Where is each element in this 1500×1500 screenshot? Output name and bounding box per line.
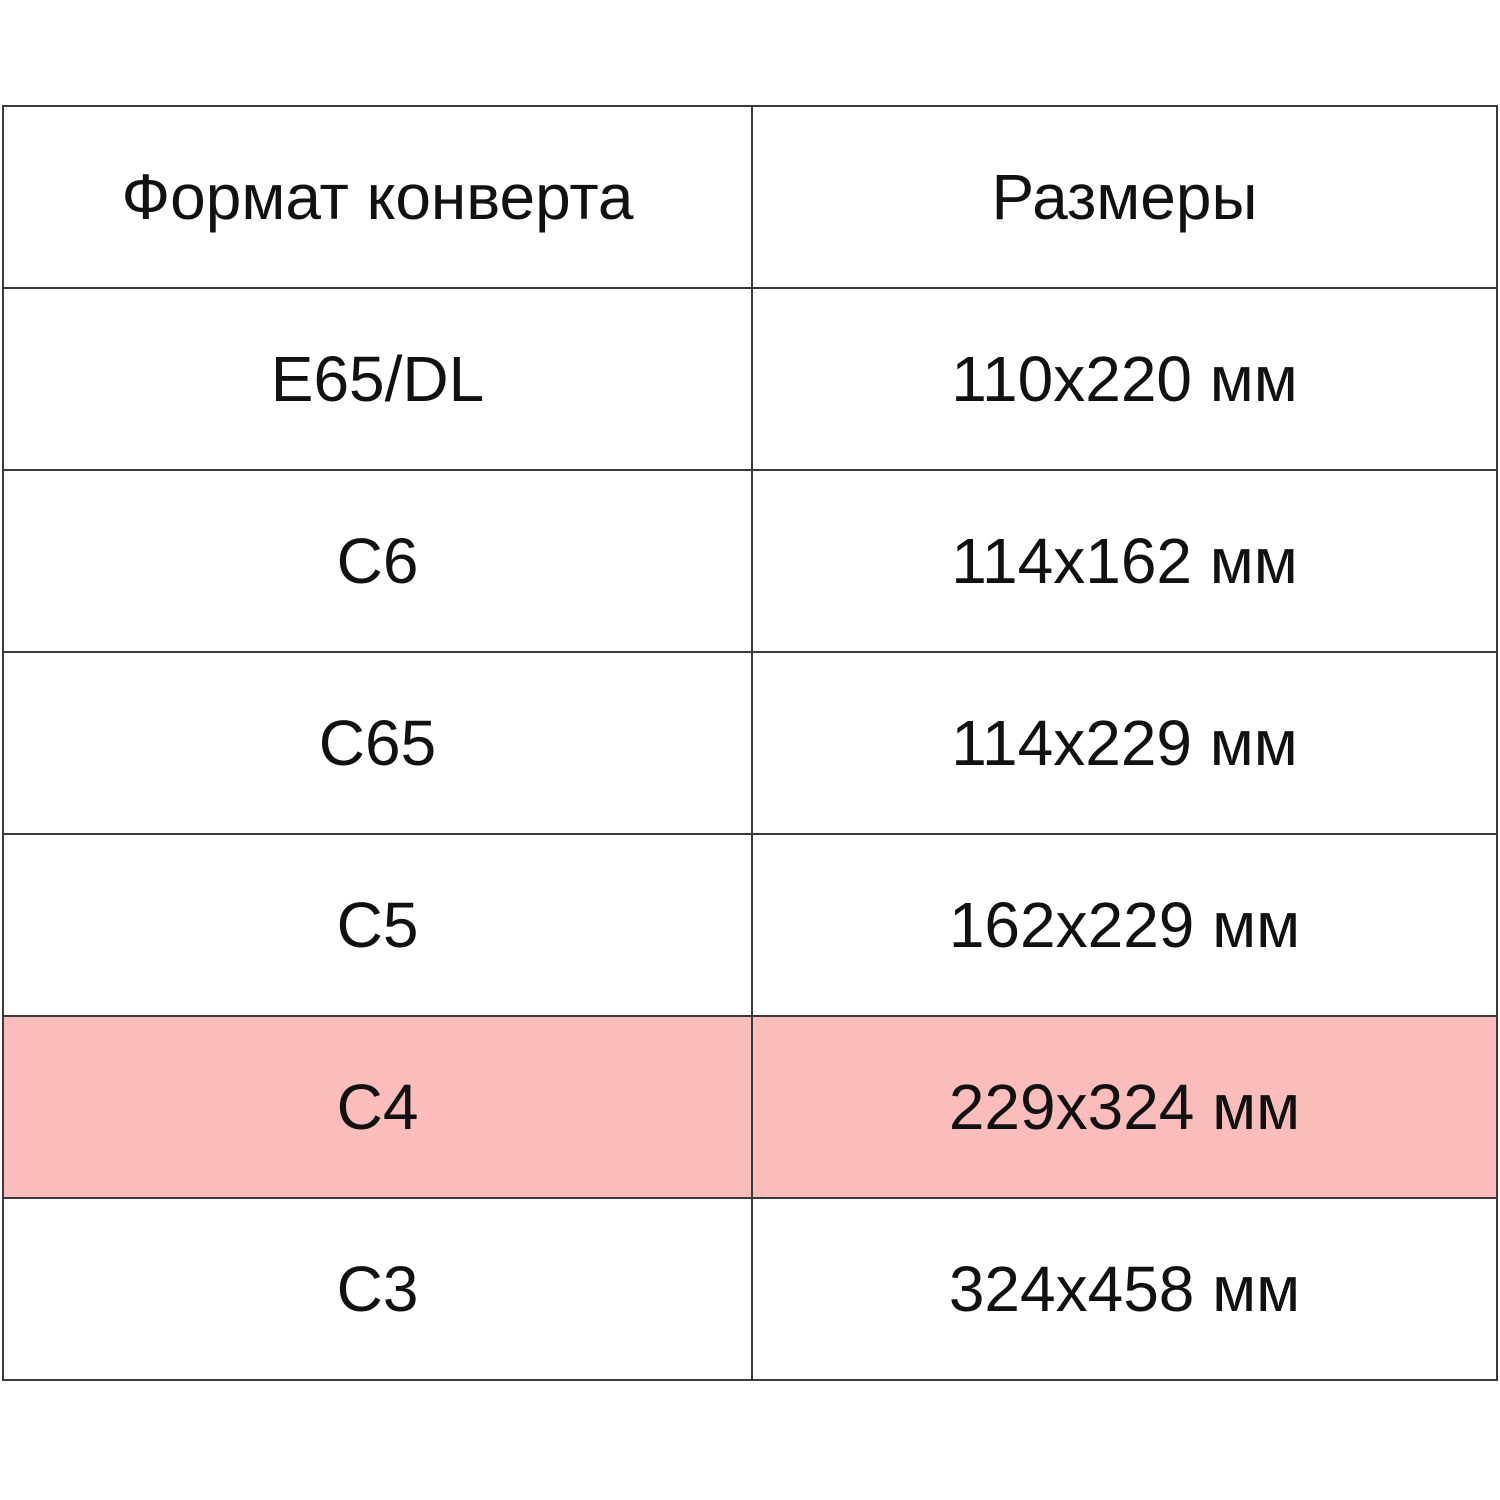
cell-size: 324x458 мм xyxy=(751,1197,1498,1381)
table-row: C6 114x162 мм xyxy=(2,469,1498,653)
table-row: C65 114x229 мм xyxy=(2,651,1498,835)
cell-size: 110x220 мм xyxy=(751,287,1498,471)
header-size: Размеры xyxy=(751,105,1498,289)
envelope-format-table: Формат конверта Размеры E65/DL 110x220 мм… xyxy=(2,105,1498,1381)
cell-size: 114x162 мм xyxy=(751,469,1498,653)
table-header-row: Формат конверта Размеры xyxy=(2,105,1498,289)
header-format: Формат конверта xyxy=(2,105,753,289)
cell-format: C3 xyxy=(2,1197,753,1381)
cell-size: 114x229 мм xyxy=(751,651,1498,835)
cell-size: 162x229 мм xyxy=(751,833,1498,1017)
cell-format: C6 xyxy=(2,469,753,653)
cell-format: E65/DL xyxy=(2,287,753,471)
table-row: E65/DL 110x220 мм xyxy=(2,287,1498,471)
cell-format: C65 xyxy=(2,651,753,835)
cell-format: C5 xyxy=(2,833,753,1017)
table-row: C5 162x229 мм xyxy=(2,833,1498,1017)
cell-size: 229x324 мм xyxy=(751,1015,1498,1199)
table-row: C3 324x458 мм xyxy=(2,1197,1498,1381)
table-row: C4 229x324 мм xyxy=(2,1015,1498,1199)
cell-format: C4 xyxy=(2,1015,753,1199)
